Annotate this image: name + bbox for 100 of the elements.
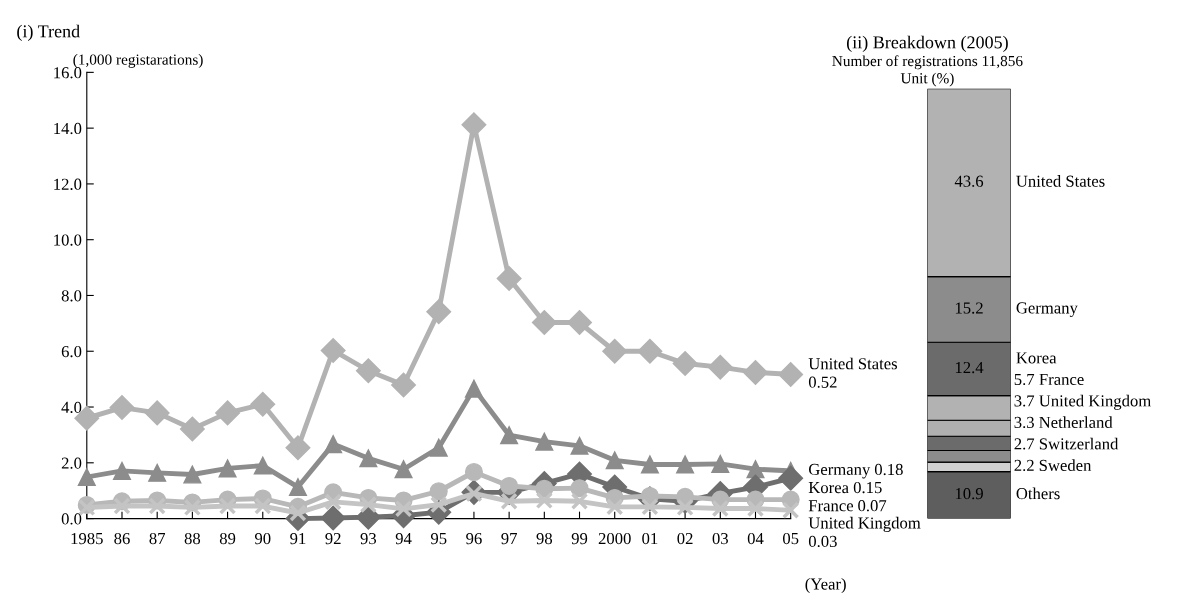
y-tick-label: 10.0 [54,234,82,246]
point [320,505,346,531]
point [394,500,413,518]
chart-title: (ii) Breakdown (2005) [846,35,1008,53]
point [285,435,311,461]
point [640,455,659,474]
point [394,460,413,479]
point [77,467,96,487]
point [570,479,589,498]
point [320,337,346,363]
point [778,361,804,387]
x-axis-title: (Year) [805,577,846,594]
point [355,358,381,384]
point [254,497,272,515]
point [429,482,448,501]
text: 0.03 [808,535,837,548]
x-tick-label: 94 [395,533,412,545]
x-tick-label: 89 [219,532,236,545]
point [464,379,483,398]
point [391,372,417,398]
point [109,395,135,421]
x-tick-label: 97 [501,533,517,545]
point [359,495,378,514]
point [496,265,522,291]
point [602,338,628,364]
y-tick-label: 16.0 [54,67,82,79]
point [429,438,448,457]
x-tick-label: 03 [712,532,728,545]
series-label: United Kingdom [1039,394,1151,410]
point [183,498,202,517]
y-tick-label: 0.0 [61,513,82,525]
point [711,499,729,518]
x-tick-label: 92 [325,533,341,545]
point [464,462,483,482]
point [215,400,241,426]
chart-subtitle: Number of registrations 11,856 [832,55,1023,70]
data-label: 5.7 [1014,373,1035,386]
x-tick-label: 02 [677,532,693,545]
point [324,435,343,454]
series-label: Sweden [1039,459,1092,471]
point [746,499,765,518]
point [676,455,695,474]
point [426,299,452,325]
series-label: Others [1016,487,1060,500]
point [218,459,237,478]
x-tick-label: 1985 [71,532,103,545]
series-label: Germany [1016,302,1078,317]
series-label: France [808,500,854,512]
point [570,436,589,455]
data-label: 10.9 [955,488,983,500]
text: 0.52 [808,376,837,388]
x-tick-label: 91 [290,533,306,545]
point [144,400,170,426]
y-tick-label: 8.0 [61,290,82,302]
series-label: United States [808,357,898,370]
y-tick-label: 14.0 [54,122,82,135]
point [531,310,557,336]
x-tick-label: 93 [360,533,377,545]
point [535,491,554,510]
point [288,478,307,497]
point [183,465,202,484]
point [500,492,518,510]
x-tick-label: 95 [430,533,447,545]
data-label: 2.2 [1014,459,1034,472]
point [324,493,342,511]
point [500,426,519,445]
point [179,416,205,442]
x-tick-label: 99 [571,533,588,545]
point [707,354,733,380]
series-label: France [1039,373,1084,386]
series-label: Korea [1016,352,1057,364]
x-tick-label: 05 [782,532,799,545]
point [148,463,167,482]
text: Unit (%) [900,72,954,87]
series-label: United Kingdom [808,516,921,533]
data-label: 3.3 [1014,416,1034,429]
y-tick-label: 2.0 [61,457,82,469]
point [637,338,663,364]
point [113,497,131,515]
x-tick-label: 87 [149,532,166,545]
x-tick-label: 98 [536,532,553,545]
x-tick-label: 01 [642,532,658,545]
series-label: Switzerland [1039,437,1119,450]
y-tick-label: 4.0 [61,401,82,414]
point [289,504,307,522]
point [148,497,166,515]
point [359,449,378,468]
point [570,492,589,510]
text: 0.18 [874,463,903,476]
point [782,501,800,519]
y-axis-title: (1,000 registarations) [73,54,203,68]
point [676,498,694,517]
text: 0.07 [858,500,887,512]
point [218,497,237,515]
data-label: 12.4 [955,361,984,374]
data-label: 3.7 [1014,395,1035,407]
point [743,359,768,385]
point [253,456,272,475]
x-tick-label: 04 [747,532,764,545]
series-label: Netherland [1039,416,1113,429]
